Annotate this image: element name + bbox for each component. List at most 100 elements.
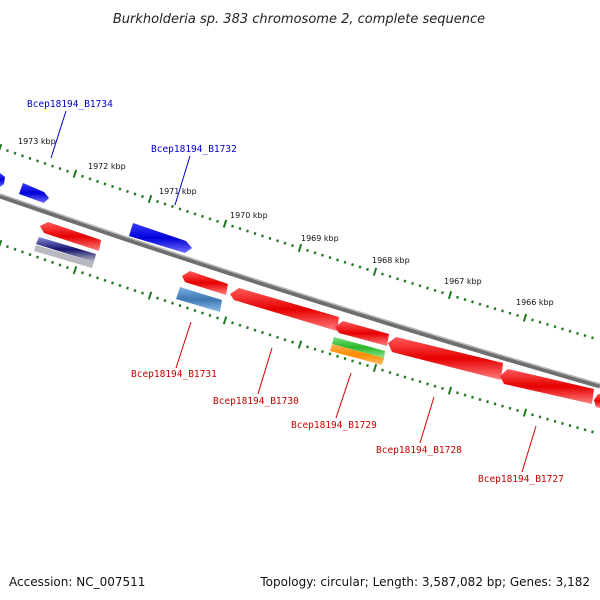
lower-minor-tick bbox=[96, 276, 99, 280]
forward-gene-edge[interactable] bbox=[0, 173, 5, 187]
lower-minor-tick bbox=[561, 421, 564, 425]
upper-major-tick bbox=[522, 313, 528, 322]
upper-minor-tick bbox=[546, 322, 549, 327]
gene-label-b1734[interactable]: Bcep18194_B1734 bbox=[27, 99, 113, 110]
upper-minor-tick bbox=[463, 298, 467, 302]
upper-minor-tick bbox=[171, 204, 174, 209]
lower-minor-tick bbox=[313, 347, 317, 351]
upper-minor-tick bbox=[51, 164, 54, 168]
lower-minor-tick bbox=[186, 306, 189, 310]
upper-minor-tick bbox=[471, 300, 474, 304]
reverse-gene-edge[interactable] bbox=[594, 394, 600, 408]
lower-minor-tick bbox=[268, 333, 272, 337]
reverse-gene-2-grey[interactable] bbox=[34, 245, 94, 268]
lower-minor-tick bbox=[471, 395, 474, 399]
chromosome-backbone bbox=[0, 193, 600, 389]
upper-minor-tick bbox=[58, 167, 62, 171]
upper-minor-tick bbox=[268, 236, 272, 240]
lower-major-tick bbox=[297, 340, 303, 349]
reverse-gene-b1728[interactable] bbox=[388, 337, 503, 380]
topology-text: Topology: circular; Length: 3,587,082 bp… bbox=[259, 575, 590, 589]
lower-minor-tick bbox=[118, 283, 122, 288]
leader-b1728 bbox=[419, 396, 435, 444]
lower-minor-tick bbox=[501, 404, 504, 408]
lower-minor-tick bbox=[321, 350, 324, 354]
reverse-gene-b1729-orange[interactable] bbox=[330, 344, 384, 365]
lower-minor-tick bbox=[231, 321, 234, 325]
lower-minor-tick bbox=[358, 361, 362, 365]
lower-minor-tick bbox=[403, 375, 407, 379]
lower-minor-tick bbox=[508, 406, 512, 410]
lower-minor-tick bbox=[396, 373, 399, 377]
lower-tick-ring bbox=[0, 239, 594, 434]
gene-label-b1728[interactable]: Bcep18194_B1728 bbox=[376, 445, 462, 456]
upper-minor-tick bbox=[553, 325, 557, 329]
upper-minor-tick bbox=[186, 209, 189, 214]
upper-minor-tick bbox=[343, 260, 347, 264]
chromosome-backbone-highlight bbox=[0, 193, 600, 385]
upper-minor-tick bbox=[36, 159, 39, 163]
upper-minor-tick bbox=[118, 187, 122, 191]
lower-minor-tick bbox=[178, 304, 182, 308]
lower-minor-tick bbox=[66, 265, 69, 270]
lower-minor-tick bbox=[43, 258, 47, 262]
lower-minor-tick bbox=[388, 370, 392, 375]
lower-major-tick bbox=[372, 363, 378, 373]
gene-label-b1732[interactable]: Bcep18194_B1732 bbox=[151, 144, 237, 155]
reverse-gene-b1729-upper[interactable] bbox=[335, 321, 389, 346]
tick-label-1967: 1967 kbp bbox=[444, 277, 482, 286]
lower-minor-tick bbox=[493, 402, 497, 406]
lower-minor-tick bbox=[291, 340, 294, 344]
reverse-gene-2-navy[interactable] bbox=[36, 237, 96, 262]
upper-minor-tick bbox=[418, 284, 422, 288]
upper-major-tick bbox=[72, 169, 78, 178]
lower-minor-tick bbox=[88, 273, 92, 277]
reverse-gene-b1731-upper[interactable] bbox=[182, 271, 228, 295]
reverse-gene-b1731[interactable] bbox=[176, 287, 222, 312]
lower-minor-tick bbox=[253, 328, 257, 332]
reverse-gene-b1727[interactable] bbox=[500, 369, 594, 404]
lower-minor-tick bbox=[126, 286, 129, 290]
leader-b1731 bbox=[175, 321, 192, 369]
upper-minor-tick bbox=[486, 304, 489, 309]
upper-minor-tick bbox=[201, 214, 204, 218]
lower-major-tick bbox=[447, 386, 453, 395]
lower-minor-tick bbox=[418, 380, 422, 384]
gene-label-b1729[interactable]: Bcep18194_B1729 bbox=[291, 420, 377, 431]
forward-gene-b1732[interactable] bbox=[129, 223, 192, 253]
lower-minor-tick bbox=[553, 419, 557, 423]
forward-gene-b1734[interactable] bbox=[19, 183, 49, 203]
upper-minor-tick bbox=[493, 307, 497, 311]
lower-minor-tick bbox=[103, 278, 107, 283]
lower-minor-tick bbox=[238, 323, 242, 327]
upper-tick-ring bbox=[0, 143, 594, 340]
upper-minor-tick bbox=[96, 179, 99, 183]
upper-minor-tick bbox=[216, 219, 219, 223]
gene-label-b1730[interactable]: Bcep18194_B1730 bbox=[213, 396, 299, 407]
reverse-gene-b1729-green[interactable] bbox=[332, 337, 385, 358]
gene-label-b1731[interactable]: Bcep18194_B1731 bbox=[131, 369, 217, 380]
lower-minor-tick bbox=[276, 335, 279, 339]
tick-label-1966: 1966 kbp bbox=[516, 298, 554, 307]
reverse-gene-1[interactable] bbox=[40, 222, 101, 251]
leader-b1734 bbox=[50, 110, 67, 159]
upper-minor-tick bbox=[508, 311, 512, 315]
lower-minor-tick bbox=[456, 391, 459, 395]
lower-minor-tick bbox=[328, 352, 332, 356]
upper-minor-tick bbox=[441, 291, 444, 295]
lower-minor-tick bbox=[381, 368, 384, 372]
upper-minor-tick bbox=[568, 329, 572, 333]
reverse-gene-b1730[interactable] bbox=[230, 288, 339, 331]
lower-minor-tick bbox=[538, 415, 542, 419]
gene-label-b1727[interactable]: Bcep18194_B1727 bbox=[478, 474, 564, 485]
lower-minor-tick bbox=[531, 413, 534, 417]
upper-minor-tick bbox=[178, 207, 182, 211]
lower-major-tick bbox=[72, 266, 78, 275]
upper-minor-tick bbox=[246, 229, 249, 233]
upper-minor-tick bbox=[396, 277, 399, 281]
upper-minor-tick bbox=[531, 318, 534, 322]
lower-minor-tick bbox=[201, 311, 204, 315]
lower-minor-tick bbox=[171, 301, 174, 305]
upper-major-tick bbox=[147, 194, 153, 204]
upper-minor-tick bbox=[478, 302, 482, 306]
